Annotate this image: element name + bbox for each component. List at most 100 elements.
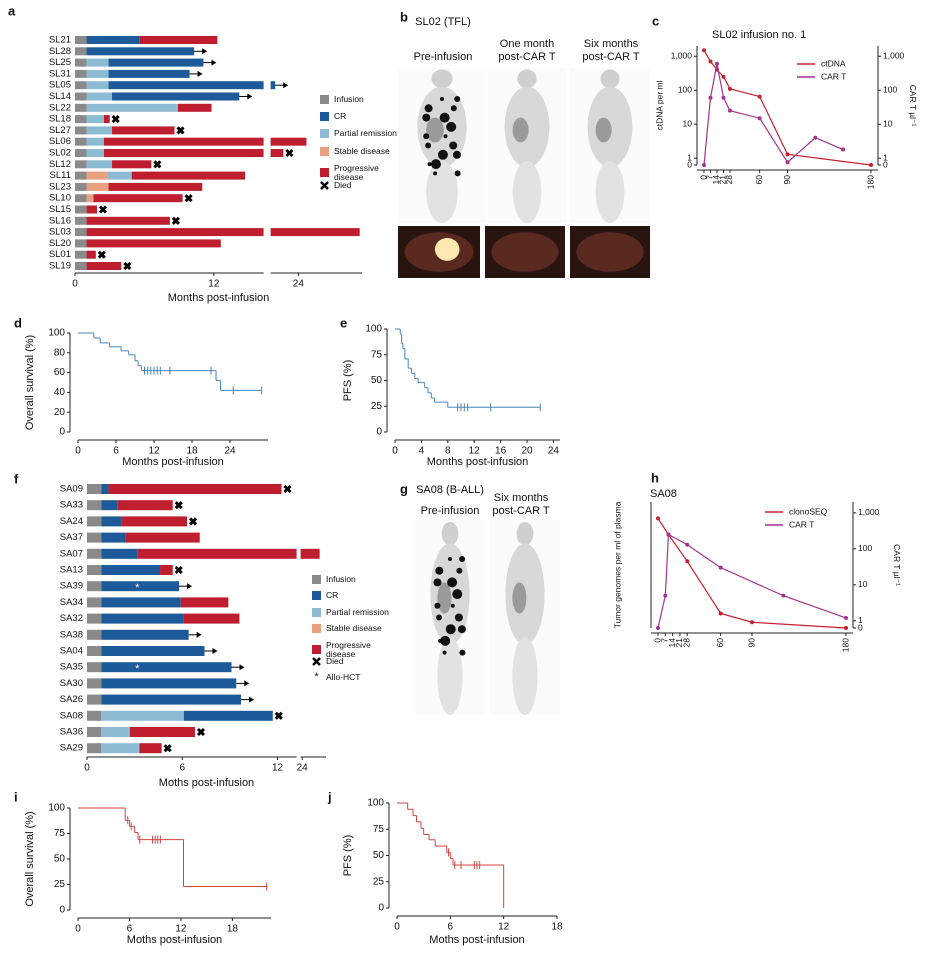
x-tick-label: 24 — [297, 763, 309, 774]
column-label: post-CAR T — [582, 51, 640, 63]
y-tick-label: 25 — [54, 879, 66, 890]
y-tick-label: 75 — [54, 828, 66, 839]
bar-segment — [103, 115, 110, 124]
died-marker — [97, 250, 106, 259]
bar-segment — [101, 629, 189, 640]
legend-symbol — [320, 181, 329, 190]
panel-label: g — [400, 481, 408, 496]
bar-segment — [75, 239, 87, 248]
bar-segment — [75, 81, 87, 90]
row-label: SL22 — [49, 102, 71, 113]
bar-segment — [87, 678, 102, 689]
ct-body — [491, 232, 559, 272]
bar-segment — [75, 69, 87, 78]
y-tick-label: 0 — [59, 427, 65, 438]
y2-tick-label: 10 — [883, 118, 893, 128]
x-axis-label: Moths post-infusion — [127, 934, 222, 946]
bar-segment — [75, 194, 87, 203]
legend-label: ctDNA — [821, 58, 846, 68]
bar-segment — [75, 205, 87, 214]
arrow-head — [249, 696, 255, 703]
bar-segment — [180, 597, 229, 608]
scan-lesion — [450, 603, 455, 608]
allo-marker: * — [135, 663, 140, 675]
data-point — [685, 542, 690, 547]
legend-label: Progressive disease — [326, 639, 371, 659]
scan-lesion — [425, 142, 432, 149]
bar-segment — [87, 613, 102, 624]
row-label: SL23 — [49, 181, 71, 192]
y-axis-label: PFS (%) — [342, 835, 354, 877]
scan-legs — [595, 161, 625, 223]
y2-tick-label: 100 — [883, 84, 897, 94]
row-label: SA04 — [60, 646, 83, 657]
axis-break-gap — [263, 148, 271, 158]
legend-label: Partial remission — [334, 128, 397, 139]
row-label: SA35 — [60, 662, 83, 673]
x-tick-label: 4 — [419, 446, 425, 457]
data-point — [750, 620, 754, 625]
data-point — [785, 160, 790, 165]
arrow-head — [212, 648, 218, 654]
scan-lesion — [457, 625, 466, 634]
column-label: One month — [500, 38, 554, 50]
bar-segment — [86, 228, 360, 237]
bar-segment — [101, 500, 118, 511]
y-tick-label: 10 — [683, 118, 693, 128]
died-marker — [188, 517, 198, 526]
scan-lesion — [454, 170, 461, 177]
bar-segment — [86, 126, 113, 135]
x-tick-label: 7 — [705, 175, 715, 180]
scan-lesion — [459, 556, 466, 562]
bar-segment — [75, 216, 87, 225]
row-label: SA36 — [60, 727, 83, 738]
x-axis-label: Moths post-infusion — [429, 934, 524, 946]
x-tick-label: 12 — [175, 924, 187, 935]
bar-segment — [86, 137, 104, 146]
arrow-head — [247, 93, 253, 100]
panel-label: c — [652, 13, 659, 28]
x-tick-label: 21 — [674, 638, 684, 648]
y-tick-label: 75 — [373, 824, 385, 835]
column-label: Pre-infusion — [414, 51, 473, 63]
y-tick-label: 20 — [54, 407, 66, 418]
row-label: SL01 — [49, 249, 71, 260]
bar-segment — [101, 727, 130, 737]
x-tick-label: 12 — [498, 922, 510, 933]
data-point — [702, 163, 706, 167]
bar-segment — [86, 92, 113, 101]
scan-lesion — [422, 113, 431, 122]
x-tick-label: 6 — [448, 922, 454, 933]
bar-segment — [86, 115, 104, 124]
y2-tick-label: 1,000 — [858, 507, 880, 517]
data-point — [727, 108, 732, 113]
died-marker — [123, 261, 132, 271]
data-point — [727, 86, 732, 91]
arrow-head — [202, 48, 208, 55]
died-icon — [320, 181, 329, 190]
legend-item: * Allo-HCT — [312, 672, 394, 683]
x-tick-label: 60 — [754, 175, 764, 185]
row-label: SL16 — [49, 215, 71, 226]
x-tick-label: 16 — [495, 446, 507, 457]
legend-swatch — [312, 645, 321, 655]
data-point — [685, 559, 690, 564]
data-point — [666, 532, 671, 537]
bar-segment — [131, 171, 246, 180]
bar-segment — [101, 710, 184, 721]
row-label: SL21 — [49, 35, 71, 46]
x-axis-label: Months post-infusion — [122, 456, 224, 468]
bar-segment — [108, 182, 203, 191]
row-label: SA39 — [60, 581, 83, 592]
scan-legs — [512, 637, 538, 715]
scan-lesion — [455, 592, 460, 597]
y-tick-label: 80 — [54, 347, 66, 358]
data-point — [721, 95, 726, 100]
x-tick-label: 8 — [445, 446, 451, 457]
image-title: SL02 (TFL) — [415, 16, 471, 28]
bar-segment — [139, 743, 162, 754]
row-label: SL10 — [49, 193, 71, 204]
bar-segment — [101, 646, 205, 656]
legend-swatch — [320, 112, 329, 122]
scan-head — [600, 69, 620, 89]
